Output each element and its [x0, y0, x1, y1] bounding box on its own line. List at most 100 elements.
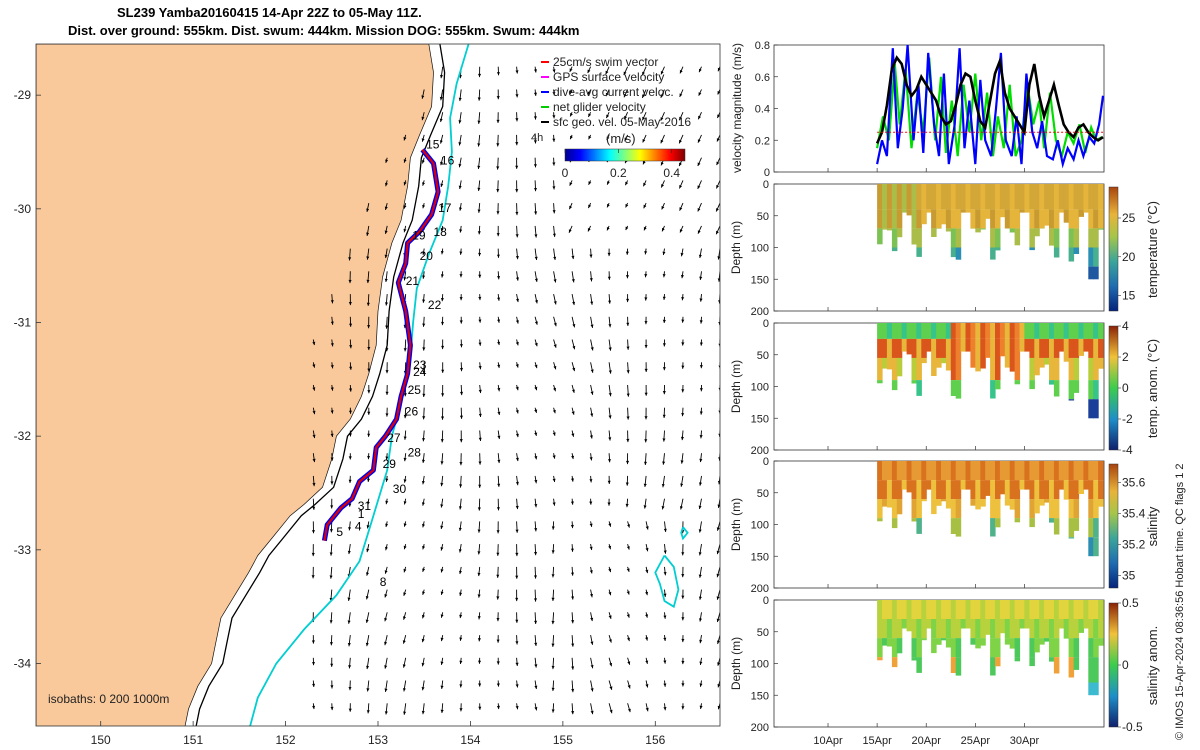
depth-cell	[1098, 480, 1104, 500]
depth-cell	[1024, 461, 1030, 481]
depth-cell	[916, 209, 922, 229]
depth-colorbar-tick-label: 4	[1122, 319, 1129, 333]
current-vector-head	[366, 302, 370, 306]
depth-y-tick-label: 50	[757, 211, 769, 223]
depth-cell	[1029, 518, 1035, 528]
depth-cell	[1063, 357, 1070, 362]
depth-cell	[1024, 184, 1030, 210]
current-vector-head	[441, 393, 445, 397]
current-vector-head	[588, 204, 592, 209]
current-vector-head	[496, 574, 500, 578]
depth-cell	[985, 619, 991, 635]
depth-cell	[936, 323, 942, 339]
current-vector-head	[662, 343, 666, 347]
current-vector-head	[515, 706, 519, 710]
depth-cell	[896, 209, 903, 229]
current-vector-head	[608, 545, 612, 550]
current-vector-head	[422, 204, 426, 209]
current-vector-head	[570, 90, 573, 94]
depth-cell	[970, 638, 976, 645]
current-vector-head	[515, 320, 519, 324]
current-vector-head	[441, 416, 445, 420]
current-vector-head	[515, 386, 519, 391]
depth-cell	[891, 518, 898, 529]
current-vector-head	[606, 136, 610, 141]
depth-cell	[916, 461, 922, 481]
depth-cell	[1049, 638, 1055, 658]
current-vector-head	[312, 387, 316, 391]
velocity-y-tick-label: 0.6	[755, 72, 770, 84]
current-vector-head	[681, 342, 685, 346]
depth-cell	[1024, 600, 1030, 619]
current-vector-head	[608, 437, 612, 441]
waypoint-label: 16	[441, 154, 455, 168]
waypoint-label: 28	[408, 446, 422, 460]
depth-colorbar-tick-label: 20	[1122, 250, 1136, 264]
depth-ylabel: Depth (m)	[729, 498, 743, 551]
current-vector-head	[349, 323, 353, 327]
current-vector-head	[625, 251, 629, 255]
current-vector-head	[607, 459, 611, 463]
current-vector-head	[716, 573, 720, 578]
current-vector-head	[716, 208, 719, 212]
current-vector-head	[496, 639, 500, 643]
current-vector-head	[645, 526, 649, 530]
depth-cell	[1058, 323, 1065, 339]
current-vector-head	[459, 570, 462, 574]
depth-colorbar-tick-label: -0.5	[1122, 720, 1143, 734]
current-vector-head	[440, 74, 444, 79]
current-vector-head	[458, 506, 462, 510]
depth-cell	[965, 323, 971, 339]
current-vector-head	[312, 662, 315, 666]
depth-cell	[926, 338, 932, 352]
depth-cell	[941, 600, 947, 619]
current-vector-head	[588, 91, 591, 95]
current-vector-head	[571, 688, 575, 693]
current-vector-head	[571, 643, 575, 647]
depth-cell	[1068, 380, 1075, 400]
depth-cell	[882, 209, 888, 229]
current-vector-head	[422, 275, 426, 279]
depth-cell	[916, 480, 922, 500]
current-vector-head	[718, 322, 720, 326]
depth-cell	[1068, 338, 1075, 358]
depth-cell	[877, 461, 883, 481]
depth-cell	[877, 338, 883, 358]
current-vector-head	[662, 438, 666, 442]
depth-cell	[1049, 518, 1055, 523]
depth-cell	[1093, 357, 1099, 381]
current-vector-head	[534, 432, 538, 436]
current-vector-head	[645, 614, 649, 618]
glider-track	[323, 149, 440, 541]
current-vector-head	[534, 409, 538, 413]
depth-cell	[1053, 247, 1060, 258]
depth-cell	[1009, 357, 1016, 372]
current-vector-head	[699, 276, 703, 280]
current-vector-head	[478, 413, 482, 417]
current-vector-head	[663, 572, 667, 576]
current-vector-head	[459, 708, 463, 712]
depth-cell	[1098, 619, 1104, 639]
depth-cell	[1088, 499, 1094, 519]
isobaths-label: isobaths: 0 200 1000m	[48, 692, 169, 706]
depth-cell	[931, 461, 937, 481]
depth-cell	[877, 184, 883, 210]
current-vector-head	[570, 524, 574, 529]
current-vector-head	[496, 189, 500, 193]
current-vector-head	[458, 527, 462, 531]
depth-cell	[950, 323, 957, 339]
current-vector-head	[422, 438, 426, 442]
depth-cell	[965, 480, 971, 490]
depth-cell	[1049, 323, 1055, 339]
depth-cell	[995, 461, 1001, 481]
depth-cell	[945, 184, 952, 210]
depth-cell	[1068, 323, 1075, 339]
current-vector-head	[533, 140, 537, 144]
current-vector-head	[698, 115, 701, 120]
current-vector-head	[477, 209, 481, 213]
current-vector-head	[644, 461, 647, 465]
depth-cell	[1068, 499, 1075, 519]
current-vector-head	[312, 482, 316, 487]
depth-y-tick-label: 200	[751, 722, 769, 734]
depth-cell	[901, 619, 908, 629]
